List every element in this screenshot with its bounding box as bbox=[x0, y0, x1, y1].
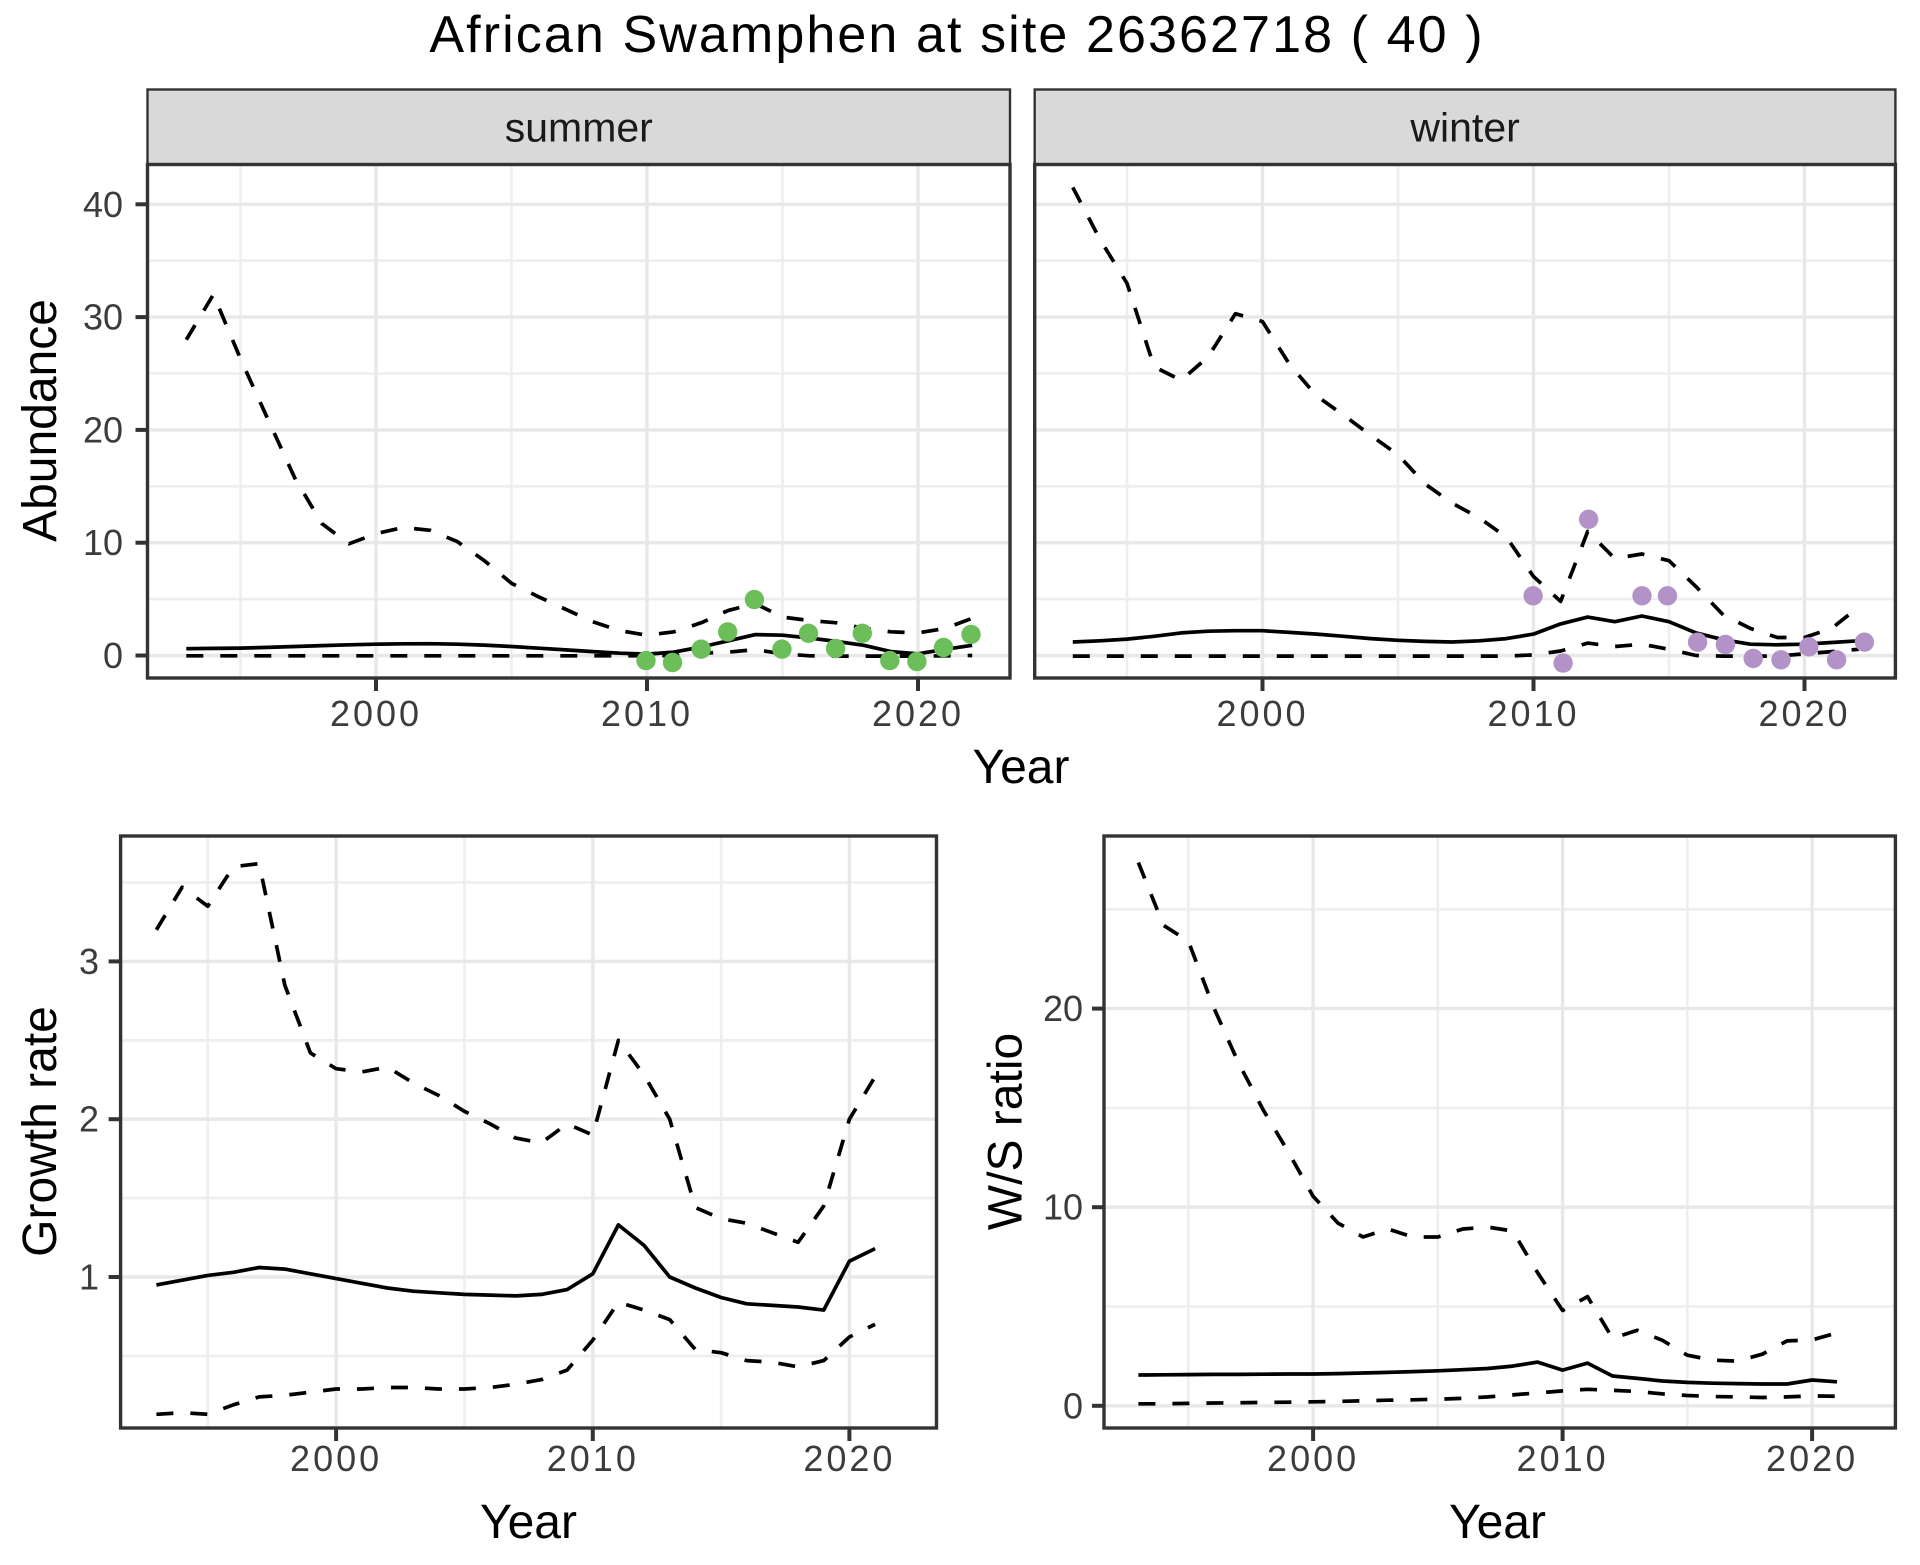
svg-text:30: 30 bbox=[83, 297, 123, 338]
svg-text:Abundance: Abundance bbox=[14, 299, 67, 542]
svg-text:Year: Year bbox=[1449, 1496, 1546, 1549]
svg-text:3: 3 bbox=[79, 941, 99, 982]
svg-text:2010: 2010 bbox=[547, 1438, 639, 1479]
svg-text:10: 10 bbox=[1043, 1187, 1083, 1228]
svg-text:African Swamphen at site 26362: African Swamphen at site 26362718 ( 40 ) bbox=[429, 6, 1484, 64]
svg-text:W/S ratio: W/S ratio bbox=[979, 1033, 1032, 1230]
svg-text:20: 20 bbox=[83, 409, 123, 450]
svg-text:summer: summer bbox=[505, 105, 653, 151]
svg-text:2020: 2020 bbox=[872, 693, 964, 734]
svg-text:2000: 2000 bbox=[330, 693, 422, 734]
svg-text:2010: 2010 bbox=[1487, 693, 1579, 734]
svg-text:2010: 2010 bbox=[1517, 1438, 1609, 1479]
svg-text:2000: 2000 bbox=[1216, 693, 1308, 734]
svg-text:2000: 2000 bbox=[1267, 1438, 1359, 1479]
svg-text:2020: 2020 bbox=[1766, 1438, 1858, 1479]
svg-text:20: 20 bbox=[1043, 988, 1083, 1029]
svg-text:Growth rate: Growth rate bbox=[14, 1006, 67, 1257]
svg-text:2010: 2010 bbox=[601, 693, 693, 734]
svg-text:2020: 2020 bbox=[1758, 693, 1850, 734]
svg-text:Year: Year bbox=[973, 741, 1070, 794]
svg-text:2020: 2020 bbox=[803, 1438, 895, 1479]
svg-text:2: 2 bbox=[79, 1099, 99, 1140]
svg-text:2000: 2000 bbox=[290, 1438, 382, 1479]
svg-text:10: 10 bbox=[83, 522, 123, 563]
svg-text:1: 1 bbox=[79, 1257, 99, 1298]
svg-text:Year: Year bbox=[480, 1496, 577, 1549]
svg-text:0: 0 bbox=[103, 635, 123, 676]
svg-text:0: 0 bbox=[1063, 1385, 1083, 1426]
svg-text:40: 40 bbox=[83, 184, 123, 225]
svg-text:winter: winter bbox=[1409, 105, 1519, 151]
